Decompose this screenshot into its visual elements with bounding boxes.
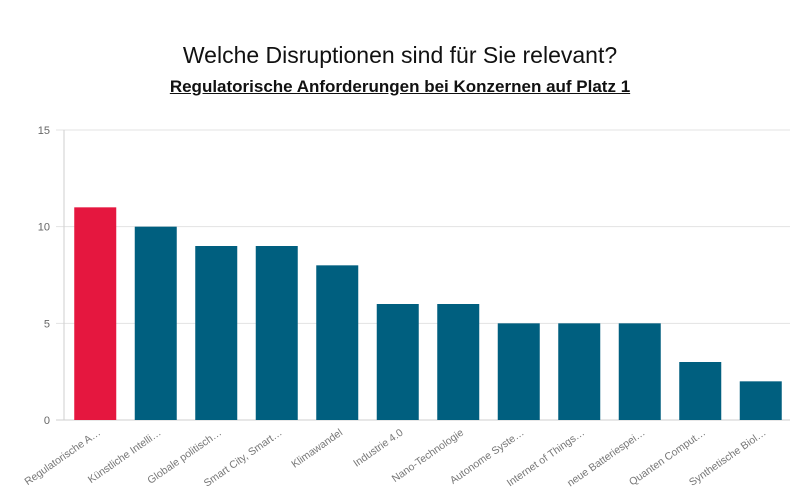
bar xyxy=(558,323,601,420)
bar xyxy=(618,323,661,420)
y-tick-label: 10 xyxy=(38,222,50,234)
x-category-label: Industrie 4.0 xyxy=(351,427,405,470)
y-tick-label: 5 xyxy=(44,318,50,330)
bar xyxy=(74,207,117,420)
bar xyxy=(316,265,359,420)
chart-title: Welche Disruptionen sind für Sie relevan… xyxy=(182,42,618,68)
bar xyxy=(739,381,782,420)
bar xyxy=(134,226,177,420)
bar xyxy=(376,304,419,420)
bar xyxy=(195,246,238,420)
bar xyxy=(255,246,298,420)
y-tick-label: 15 xyxy=(38,125,50,137)
bar xyxy=(497,323,540,420)
chart-subtitle: Regulatorische Anforderungen bei Konzern… xyxy=(169,77,631,96)
x-category-label: Klimawandel xyxy=(289,427,345,471)
bar xyxy=(679,362,722,420)
bar xyxy=(437,304,480,420)
y-tick-label: 0 xyxy=(44,415,50,427)
